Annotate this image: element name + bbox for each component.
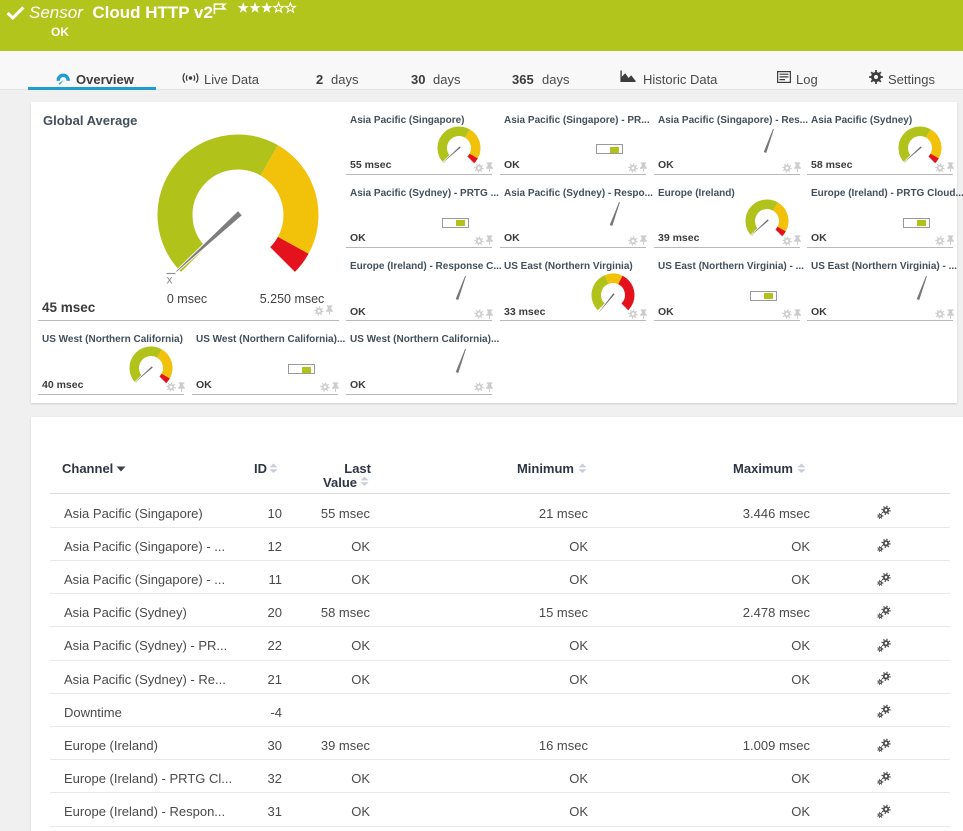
svg-text:x: x [167,273,173,287]
